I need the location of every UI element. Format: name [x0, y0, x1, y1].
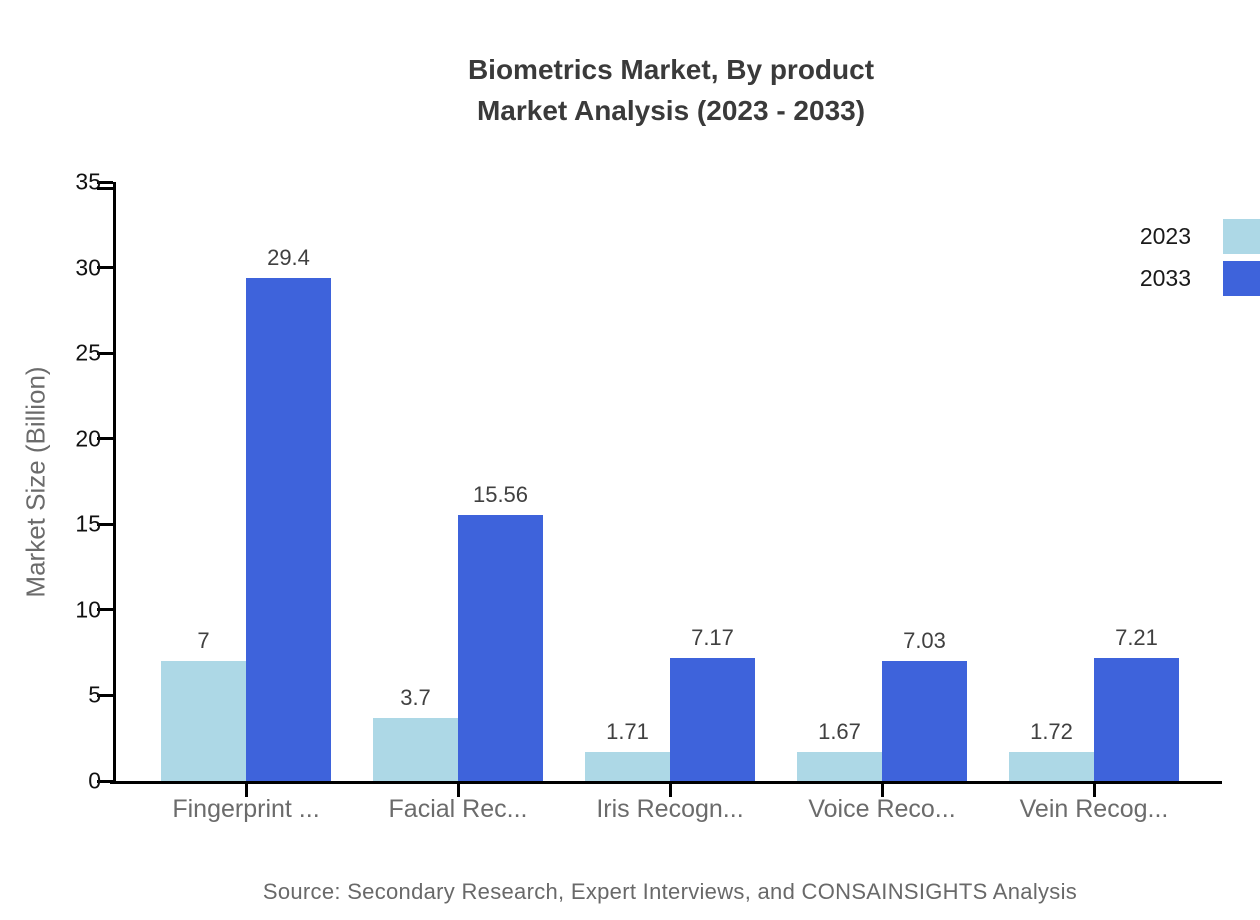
- bar-value-label: 15.56: [472, 481, 529, 507]
- source-note: Source: Secondary Research, Expert Inter…: [262, 879, 1078, 904]
- chart-title: Biometrics Market, By product Market Ana…: [82, 49, 1260, 131]
- bar-value-label: 7.17: [691, 625, 734, 651]
- x-axis-line: [110, 781, 1222, 784]
- bar-2023-2: [373, 717, 458, 781]
- x-tick-mark: [244, 784, 248, 797]
- y-axis-line: [113, 182, 116, 784]
- bar-value-label: 29.4: [267, 244, 310, 270]
- y-tick-mark: [97, 779, 113, 783]
- legend-swatch-2033: [1223, 261, 1260, 296]
- plot-area: 0 5 10 15 20 25 30 35 7 29.4 3.7 15.56 1.71 7.17 1.67…: [75, 169, 1222, 823]
- category-label: Fingerprint ...: [172, 795, 320, 823]
- y-tick-label: 35: [75, 168, 101, 195]
- y-tick-mark: [97, 437, 113, 441]
- y-tick-mark: [97, 180, 113, 184]
- bar-value-label: 1.71: [606, 718, 649, 744]
- bar-2023-4: [797, 752, 882, 781]
- category-label: Iris Recogn...: [596, 795, 744, 823]
- y-axis-title: Market Size (Billion): [20, 366, 51, 598]
- bar-2023-5: [1009, 751, 1094, 781]
- y-tick-mark: [97, 266, 113, 270]
- y-tick-label: 25: [75, 339, 101, 366]
- y-tick-mark: [97, 351, 113, 355]
- bar-value-label: 7.03: [903, 627, 946, 653]
- chart-title-line2: Market Analysis (2023 - 2033): [476, 95, 866, 126]
- category-label: Voice Reco...: [808, 795, 956, 823]
- y-tick-label: 0: [88, 767, 101, 794]
- bar-2033-4: [882, 660, 967, 781]
- y-tick-mark: [97, 522, 113, 526]
- x-tick-mark: [1092, 784, 1096, 797]
- bar-value-label: 7.21: [1115, 624, 1158, 650]
- legend-item-2033: 2033: [1140, 261, 1260, 296]
- y-axis-cap-mark: [97, 186, 113, 190]
- bar-2023-1: [161, 661, 246, 781]
- y-tick-label: 20: [75, 425, 101, 452]
- x-tick-mark: [456, 784, 460, 797]
- legend-swatch-2023: [1223, 219, 1260, 254]
- bar-2033-5: [1094, 657, 1179, 781]
- bar-2033-2: [458, 514, 543, 781]
- bar-value-label: 3.7: [400, 684, 431, 710]
- y-tick-label: 15: [75, 510, 101, 537]
- legend: 2023 2033: [1140, 219, 1260, 303]
- y-tick-label: 5: [88, 681, 101, 708]
- bar-2023-3: [585, 751, 670, 781]
- legend-item-2023: 2023: [1140, 219, 1260, 254]
- y-tick-mark: [97, 608, 113, 612]
- x-tick-mark: [668, 784, 672, 797]
- bar-value-label: 1.72: [1030, 718, 1073, 744]
- bar-value-label: 7: [197, 628, 210, 654]
- y-tick-label: 10: [75, 596, 101, 623]
- y-tick-label: 30: [75, 254, 101, 281]
- bar-2033-3: [670, 658, 755, 781]
- legend-label-2023: 2023: [1139, 223, 1191, 249]
- y-tick-mark: [97, 693, 113, 697]
- bar-value-label: 1.67: [818, 719, 861, 745]
- legend-label-2033: 2033: [1139, 265, 1191, 291]
- x-tick-mark: [880, 784, 884, 797]
- category-label: Vein Recog...: [1019, 795, 1169, 823]
- category-label: Facial Rec...: [388, 795, 528, 823]
- chart-title-line1: Biometrics Market, By product: [467, 54, 875, 85]
- bar-2033-1: [246, 277, 331, 781]
